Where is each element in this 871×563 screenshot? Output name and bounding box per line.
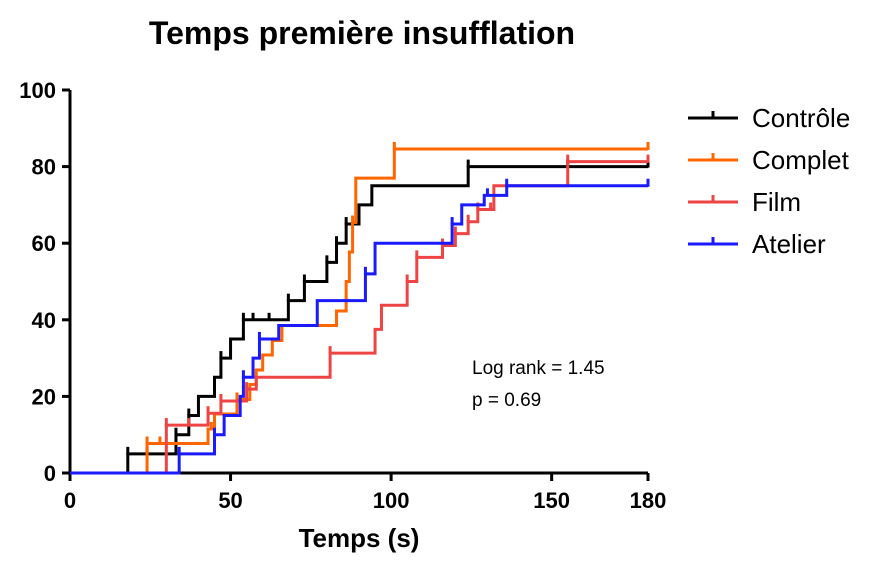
- annotation-log-rank: Log rank = 1.45: [472, 358, 605, 379]
- chart-title: Temps première insufflation: [149, 15, 575, 51]
- y-tick-label: 40: [32, 308, 56, 333]
- series-line-0: [70, 165, 648, 475]
- x-tick-label: 50: [218, 488, 242, 513]
- legend: Contrôle Complet Film Atelier: [688, 103, 850, 259]
- series-layer: [70, 141, 650, 475]
- x-tick-label: 100: [373, 488, 410, 513]
- series-line-1: [70, 147, 648, 475]
- legend-label: Complet: [752, 145, 850, 175]
- x-tick-label: 0: [64, 488, 76, 513]
- y-tick-label: 20: [32, 384, 56, 409]
- y-tick-label: 0: [44, 461, 56, 486]
- legend-label: Contrôle: [752, 103, 850, 133]
- y-tick-label: 100: [19, 78, 56, 103]
- x-tick-label: 150: [533, 488, 570, 513]
- legend-label: Film: [752, 187, 801, 217]
- y-tick-label: 60: [32, 231, 56, 256]
- annotation-p-value: p = 0.69: [472, 390, 541, 411]
- series-line-2: [70, 160, 648, 475]
- series-line-3: [70, 184, 648, 475]
- y-tick-label: 80: [32, 155, 56, 180]
- legend-label: Atelier: [752, 229, 826, 259]
- x-tick-label: 180: [630, 488, 667, 513]
- x-axis-label: Temps (s): [299, 523, 420, 553]
- axes: 0 50 100 150 180 0 20 40 60 80 100: [19, 78, 666, 513]
